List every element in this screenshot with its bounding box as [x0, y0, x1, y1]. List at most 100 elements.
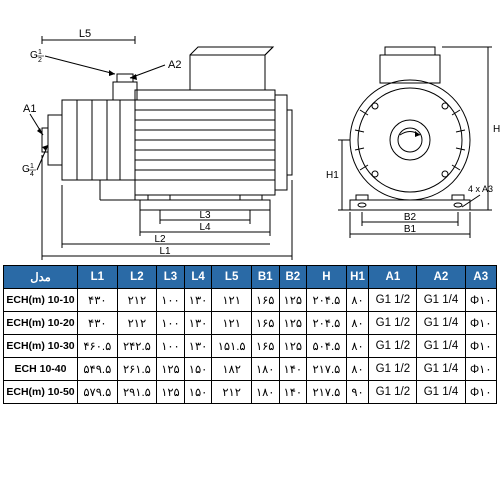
cell: Φ۱۰ [465, 358, 496, 381]
cell: ECH 10-40 [4, 358, 78, 381]
col-10: A1 [369, 266, 417, 289]
cell: Φ۱۰ [465, 381, 496, 404]
col-12: A3 [465, 266, 496, 289]
cell: ۵۰۴.۵ [307, 335, 347, 358]
cell: G1 1/4 [417, 289, 465, 312]
svg-text:1: 1 [38, 49, 42, 56]
cell: ۱۲۵ [279, 312, 307, 335]
cell: G1 1/2 [369, 381, 417, 404]
cell: ۲۰۴.۵ [307, 289, 347, 312]
svg-text:1: 1 [30, 163, 34, 170]
dim-B2: B2 [404, 212, 417, 223]
cell: ۱۵۰ [184, 358, 212, 381]
table-row: ECH(m) 10-30۴۶۰.۵۲۴۲.۵۱۰۰۱۳۰۱۵۱.۵۱۶۵۱۲۵۵… [4, 335, 497, 358]
cell: ECH(m) 10-50 [4, 381, 78, 404]
cell: ۴۶۰.۵ [78, 335, 118, 358]
col-4: L4 [184, 266, 212, 289]
cell: ۱۲۱ [212, 289, 252, 312]
dim-B1: B1 [404, 224, 417, 235]
cell: ۸۰ [346, 289, 369, 312]
table-row: ECH(m) 10-10۴۳۰۲۱۲۱۰۰۱۳۰۱۲۱۱۶۵۱۲۵۲۰۴.۵۸۰… [4, 289, 497, 312]
table-row: ECH 10-40۵۴۹.۵۲۶۱.۵۱۲۵۱۵۰۱۸۲۱۸۰۱۴۰۲۱۷.۵۸… [4, 358, 497, 381]
cell: ECH(m) 10-30 [4, 335, 78, 358]
cell: ۱۴۰ [279, 381, 307, 404]
cell: ۲۱۲ [117, 289, 157, 312]
cell: ۱۰۰ [157, 312, 185, 335]
side-view: L5 G 1 2 A2 A1 G 1 4 [22, 28, 292, 260]
front-view: H H1 B2 B1 4 x A3 [326, 47, 500, 238]
cell: ۲۴۲.۵ [117, 335, 157, 358]
cell: ۱۵۱.۵ [212, 335, 252, 358]
cell: ۱۰۰ [157, 335, 185, 358]
dimensions-table: مدلL1L2L3L4L5B1B2HH1A1A2A3 ECH(m) 10-10۴… [0, 265, 500, 500]
cell: ۱۰۰ [157, 289, 185, 312]
cell: ECH(m) 10-10 [4, 289, 78, 312]
cell: G1 1/2 [369, 312, 417, 335]
cell: ۱۸۰ [251, 381, 279, 404]
cell: G1 1/2 [369, 289, 417, 312]
cell: G1 1/4 [417, 335, 465, 358]
cell: ۸۰ [346, 358, 369, 381]
cell: ۱۲۵ [157, 358, 185, 381]
col-0: مدل [4, 266, 78, 289]
cell: ۱۳۰ [184, 289, 212, 312]
col-8: H [307, 266, 347, 289]
cell: ۱۶۵ [251, 289, 279, 312]
cell: ۱۶۵ [251, 335, 279, 358]
dim-L2: L2 [154, 234, 166, 245]
cell: ۸۰ [346, 335, 369, 358]
dim-A1: A1 [23, 103, 36, 115]
col-11: A2 [417, 266, 465, 289]
svg-text:4: 4 [30, 171, 34, 178]
dim-A3: 4 x A3 [468, 184, 493, 194]
col-1: L1 [78, 266, 118, 289]
cell: ۱۸۰ [251, 358, 279, 381]
cell: G1 1/4 [417, 381, 465, 404]
cell: ۱۲۵ [279, 335, 307, 358]
cell: ۱۳۰ [184, 335, 212, 358]
cell: ۱۴۰ [279, 358, 307, 381]
col-9: H1 [346, 266, 369, 289]
spec-table: مدلL1L2L3L4L5B1B2HH1A1A2A3 ECH(m) 10-10۴… [3, 265, 497, 404]
cell: ۱۲۵ [157, 381, 185, 404]
dim-A2: A2 [168, 59, 181, 71]
label-G12: G [30, 50, 38, 61]
col-7: B2 [279, 266, 307, 289]
cell: ECH(m) 10-20 [4, 312, 78, 335]
col-5: L5 [212, 266, 252, 289]
col-2: L2 [117, 266, 157, 289]
cell: G1 1/4 [417, 358, 465, 381]
dim-L1: L1 [159, 246, 171, 257]
dim-L4: L4 [199, 222, 211, 233]
dim-L5: L5 [79, 28, 91, 40]
cell: ۱۵۰ [184, 381, 212, 404]
cell: ۱۸۲ [212, 358, 252, 381]
cell: ۲۹۱.۵ [117, 381, 157, 404]
cell: Φ۱۰ [465, 312, 496, 335]
cell: ۱۲۵ [279, 289, 307, 312]
cell: ۲۱۲ [117, 312, 157, 335]
dim-L3: L3 [199, 210, 211, 221]
cell: ۴۳۰ [78, 289, 118, 312]
cell: ۲۶۱.۵ [117, 358, 157, 381]
cell: ۹۰ [346, 381, 369, 404]
cell: ۱۳۰ [184, 312, 212, 335]
cell: Φ۱۰ [465, 289, 496, 312]
cell: G1 1/4 [417, 312, 465, 335]
cell: ۲۱۲ [212, 381, 252, 404]
col-3: L3 [157, 266, 185, 289]
cell: ۵۴۹.۵ [78, 358, 118, 381]
cell: G1 1/2 [369, 335, 417, 358]
cell: ۱۲۱ [212, 312, 252, 335]
technical-drawing: L5 G 1 2 A2 A1 G 1 4 [0, 0, 500, 265]
cell: ۵۷۹.۵ [78, 381, 118, 404]
col-6: B1 [251, 266, 279, 289]
cell: Φ۱۰ [465, 335, 496, 358]
table-row: ECH(m) 10-20۴۳۰۲۱۲۱۰۰۱۳۰۱۲۱۱۶۵۱۲۵۲۰۴.۵۸۰… [4, 312, 497, 335]
cell: ۴۳۰ [78, 312, 118, 335]
cell: ۲۰۴.۵ [307, 312, 347, 335]
cell: ۸۰ [346, 312, 369, 335]
cell: ۲۱۷.۵ [307, 358, 347, 381]
table-row: ECH(m) 10-50۵۷۹.۵۲۹۱.۵۱۲۵۱۵۰۲۱۲۱۸۰۱۴۰۲۱۷… [4, 381, 497, 404]
dim-H: H [493, 124, 500, 135]
